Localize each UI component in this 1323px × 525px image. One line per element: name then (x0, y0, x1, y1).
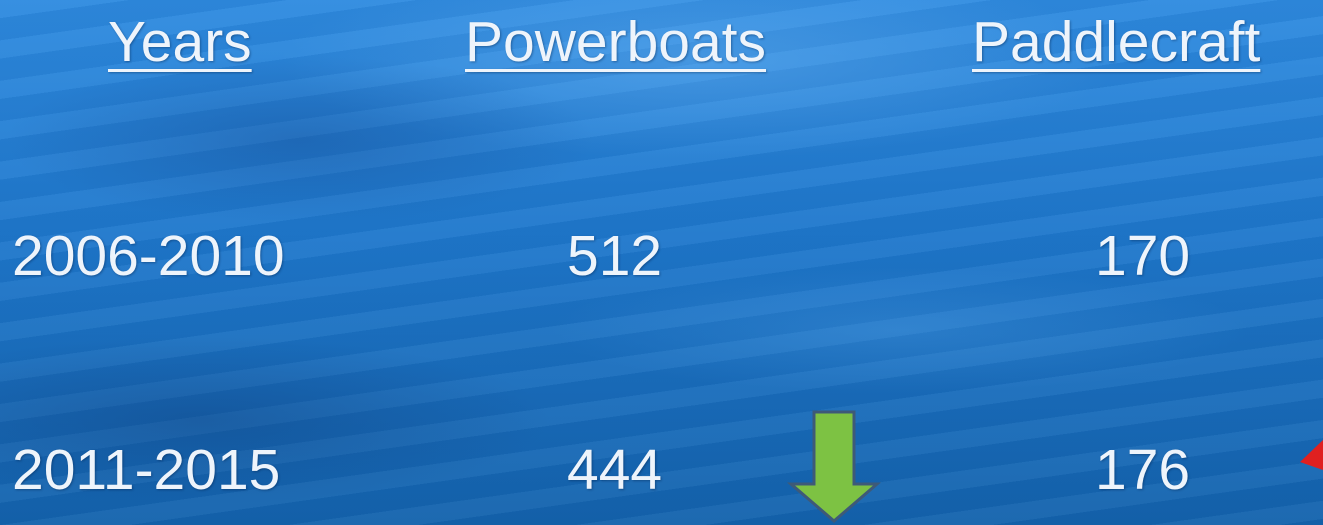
up-arrow (1300, 440, 1323, 470)
down-arrow (791, 412, 877, 521)
arrows (0, 0, 1323, 525)
slide: Years Powerboats Paddlecraft 2006-2010 5… (0, 0, 1323, 525)
